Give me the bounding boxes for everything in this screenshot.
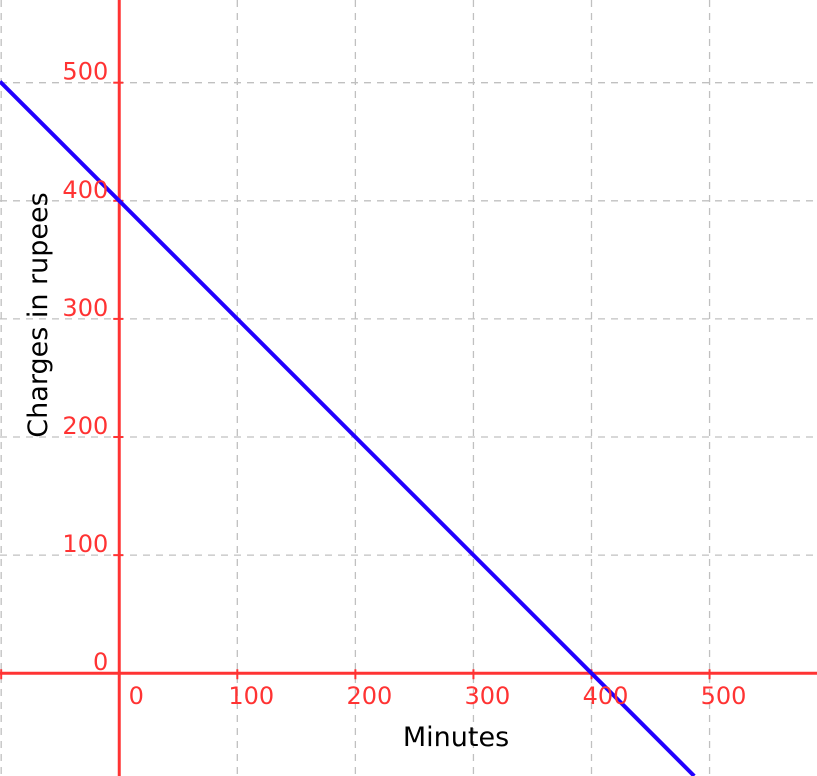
y-tick-label: 0 xyxy=(93,648,108,676)
x-tick-label: 300 xyxy=(465,682,511,710)
tick-labels: 0 100 200 300 400 500 0 100 200 300 400 500 xyxy=(62,58,746,711)
x-tick-label: 400 xyxy=(583,682,629,710)
x-tick-label: 500 xyxy=(701,682,747,710)
series xyxy=(0,80,696,776)
x-tick-label: 0 xyxy=(129,682,144,710)
y-tick-label: 300 xyxy=(62,294,108,322)
x-axis-label: Minutes xyxy=(403,722,509,753)
y-tick-label: 400 xyxy=(62,176,108,204)
x-tick-label: 200 xyxy=(346,682,392,710)
y-tick-label: 200 xyxy=(62,412,108,440)
y-axis-label: Charges in rupees xyxy=(23,192,54,437)
series-line xyxy=(0,80,696,776)
y-tick-label: 500 xyxy=(62,58,108,86)
y-tick-label: 100 xyxy=(62,530,108,558)
x-tick-label: 100 xyxy=(228,682,274,710)
